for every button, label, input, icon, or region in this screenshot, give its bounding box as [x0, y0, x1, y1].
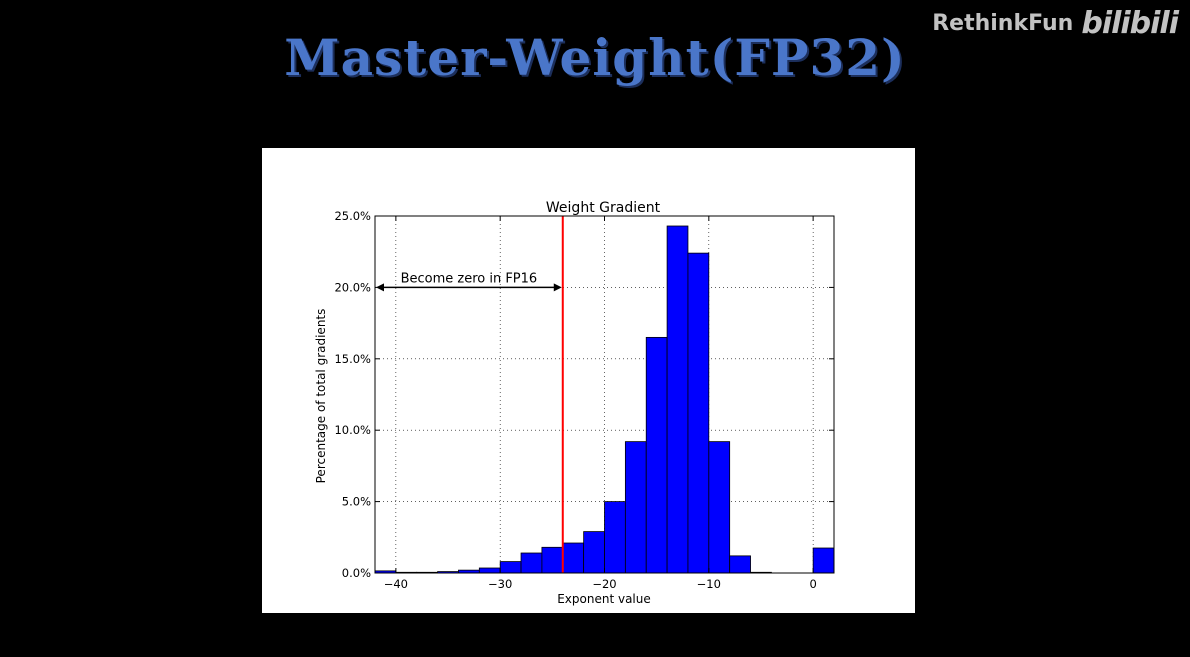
x-tick-label: −40: [384, 577, 408, 591]
slide-title: Master-Weight(FP32): [284, 28, 906, 87]
annotation-label: Become zero in FP16: [401, 271, 538, 286]
x-tick-label: −20: [592, 577, 616, 591]
x-tick-label: −30: [488, 577, 512, 591]
x-tick-label: 0: [809, 577, 816, 591]
y-tick-label: 10.0%: [334, 423, 371, 437]
histogram-bar: [562, 542, 585, 574]
x-axis-label: Exponent value: [557, 592, 651, 606]
y-tick-label: 5.0%: [342, 495, 371, 509]
histogram-bar: [687, 252, 710, 574]
y-tick-label: 0.0%: [342, 566, 371, 580]
y-tick-label: 25.0%: [334, 209, 371, 223]
histogram-bar: [708, 441, 731, 574]
bilibili-logo-icon: bilibili: [1081, 6, 1179, 41]
histogram-bar: [583, 531, 605, 574]
histogram-bar: [499, 561, 522, 574]
histogram-bar: [604, 501, 626, 574]
chart-title: Weight Gradient: [546, 200, 661, 216]
histogram-bar: [645, 336, 668, 574]
histogram-bar: [812, 547, 835, 574]
watermark-author: RethinkFun: [932, 11, 1074, 36]
histogram-bar: [520, 552, 543, 574]
histogram-bar: [666, 225, 689, 574]
histogram-bar: [729, 555, 751, 574]
x-tick-label: −10: [697, 577, 721, 591]
watermark: RethinkFun bilibili: [932, 6, 1179, 41]
weight-gradient-chart: Become zero in FP16 −40 −30 −20 −10 0 0.0% 5.0…: [314, 200, 835, 606]
ticks-layer: −40 −30 −20 −10 0 0.0% 5.0% 10.0% 15.0% 20.0% 25.0…: [334, 209, 834, 591]
annotation-arrowhead-right: [553, 283, 562, 292]
bars-layer: [374, 225, 835, 574]
y-tick-label: 15.0%: [334, 352, 371, 366]
chart-panel: Become zero in FP16 −40 −30 −20 −10 0 0.0% 5.0…: [262, 148, 915, 613]
histogram-bar: [541, 546, 564, 574]
y-tick-label: 20.0%: [334, 280, 371, 294]
y-axis-label: Percentage of total gradients: [314, 309, 328, 484]
histogram-bar: [478, 567, 501, 574]
overlay-layer: Become zero in FP16: [376, 216, 564, 573]
histogram-bar: [624, 441, 647, 574]
